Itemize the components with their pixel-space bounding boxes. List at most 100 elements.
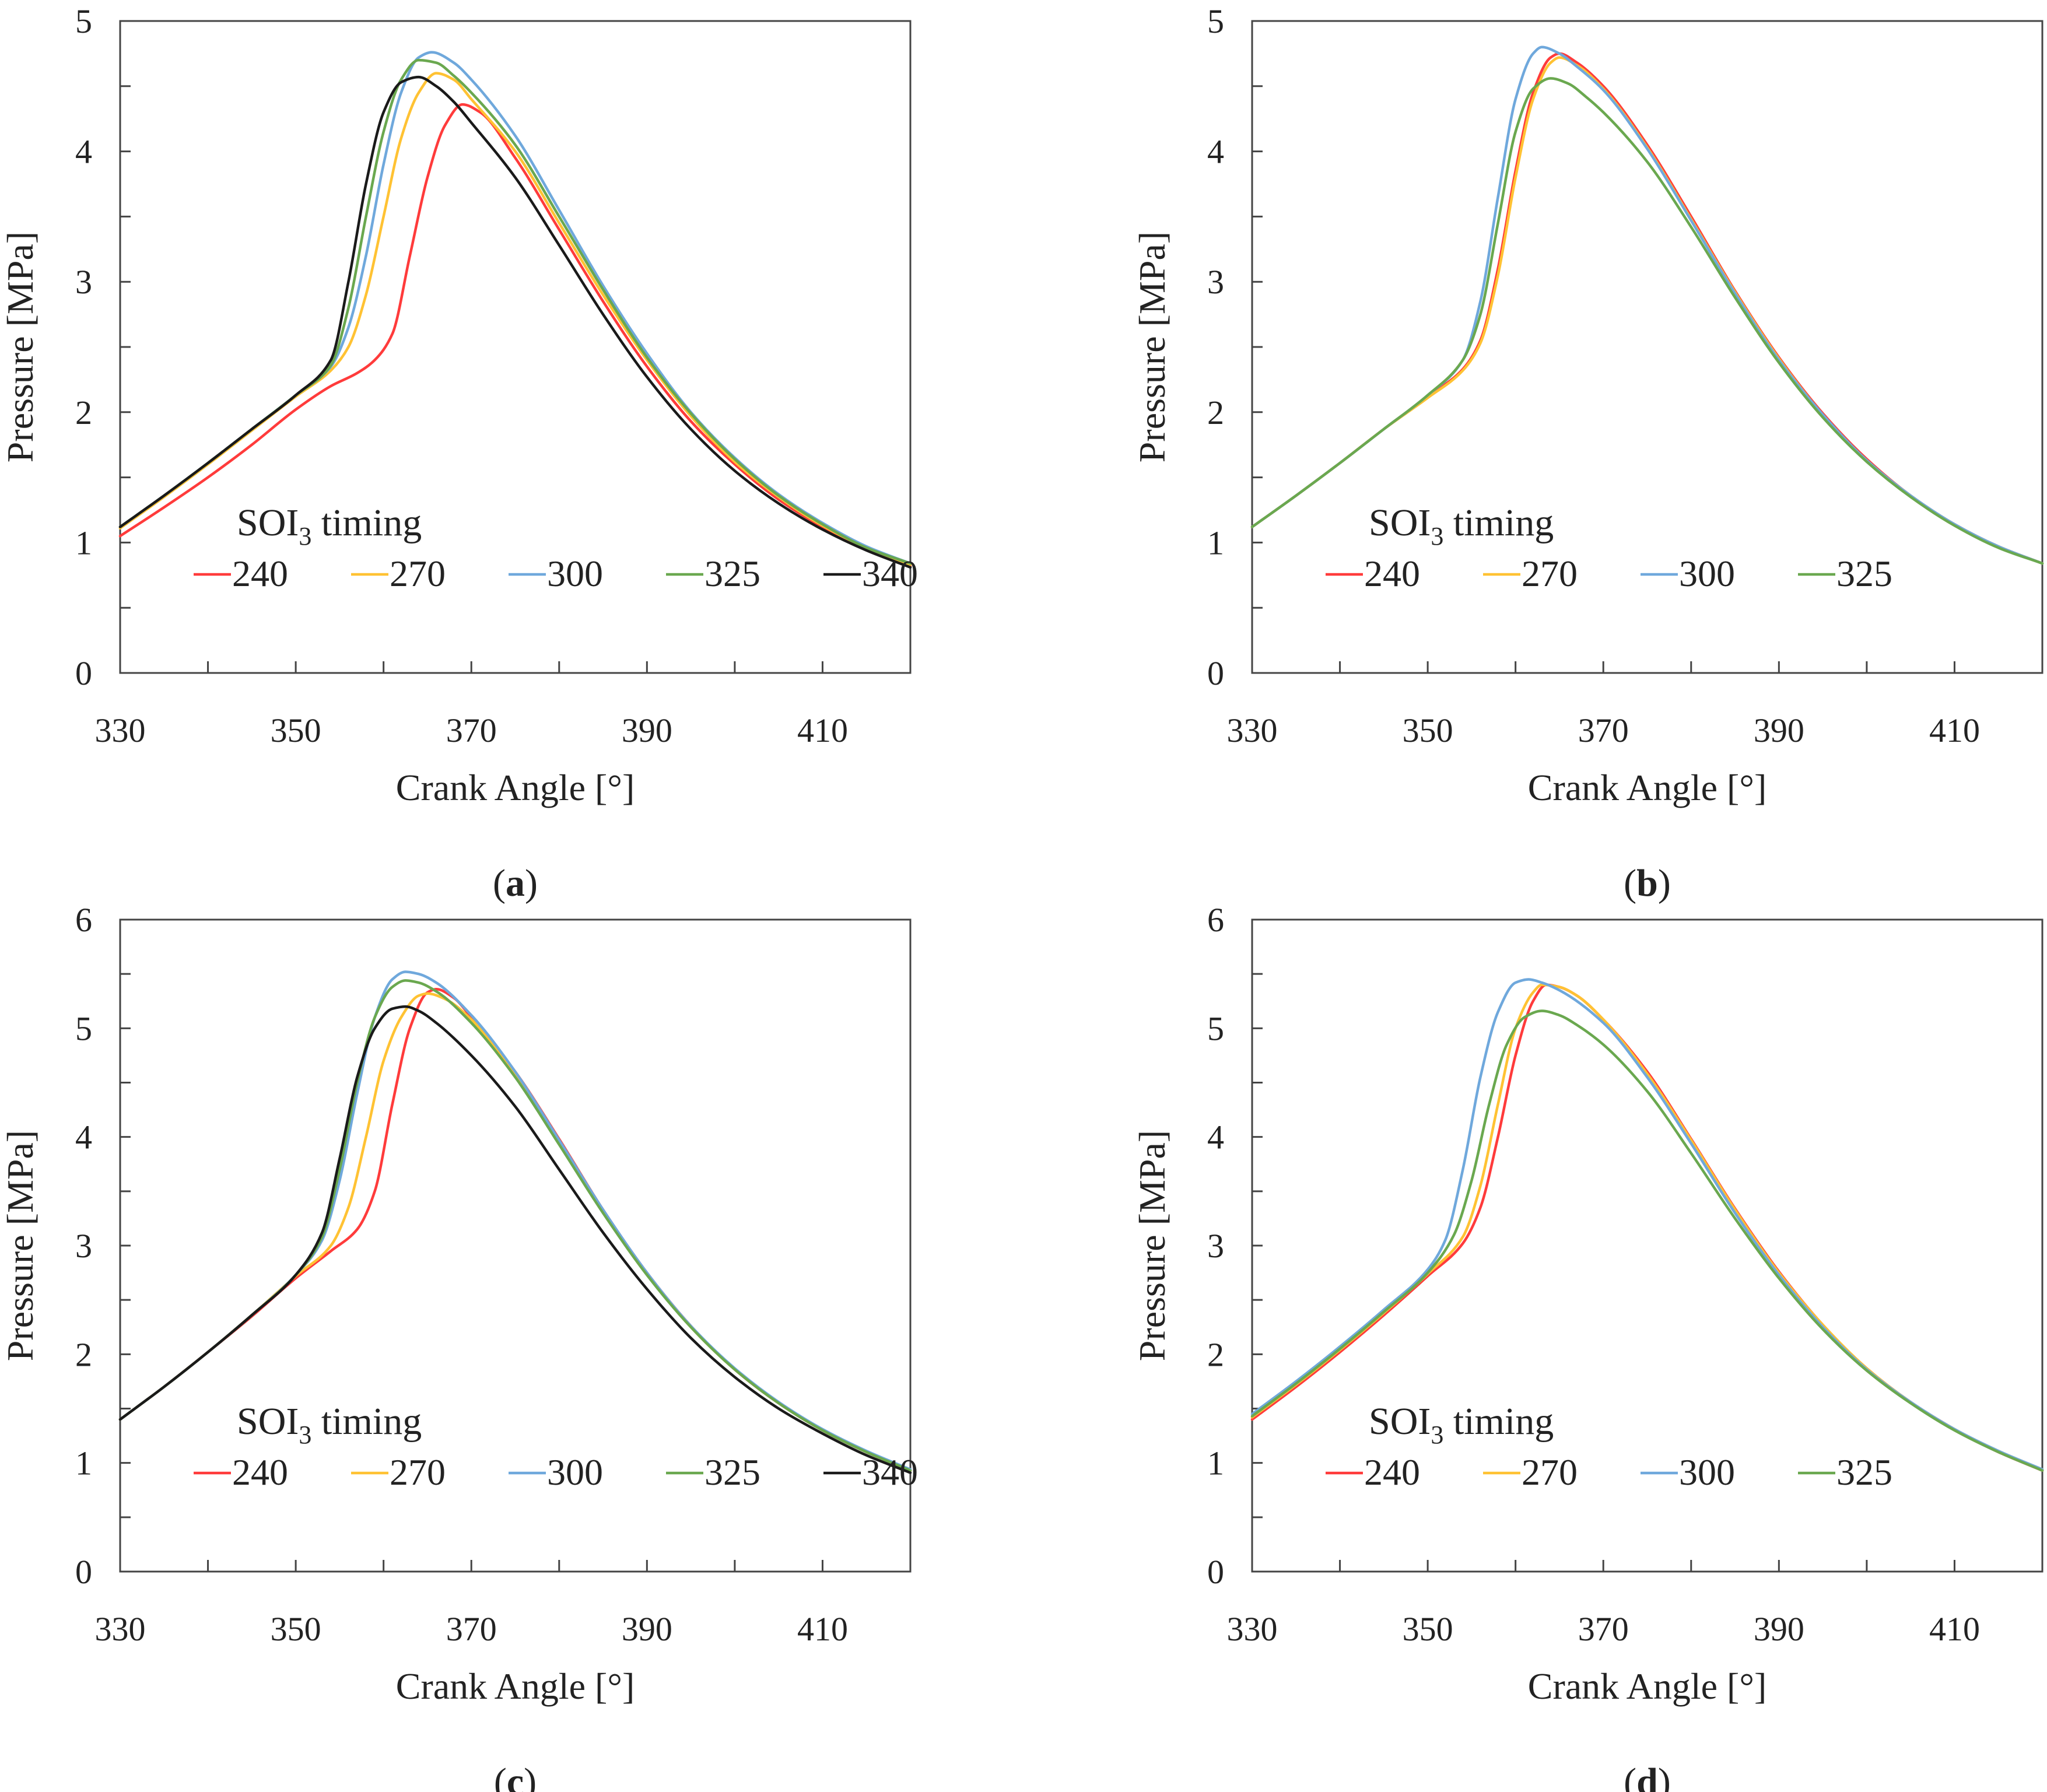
legend-label-c-300: 300 [547, 1451, 603, 1493]
series-line-c-300 [118, 970, 912, 1471]
x-tick-label-d: 370 [1578, 1610, 1629, 1648]
y-tick-label-c: 5 [75, 1009, 92, 1047]
x-tick-label-c: 330 [95, 1610, 146, 1648]
x-tick-label-d: 410 [1929, 1610, 1980, 1648]
x-axis-label-a: Crank Angle [°] [396, 767, 635, 808]
y-tick-label-c: 3 [75, 1227, 92, 1265]
legend-label-d-240: 240 [1364, 1451, 1420, 1493]
legend-title-d: SOI3 timing [1369, 1400, 1554, 1449]
legend-label-b-270: 270 [1522, 553, 1578, 594]
x-tick-label-c: 390 [622, 1610, 672, 1648]
y-axis-label-c: Pressure [MPa] [0, 1130, 41, 1361]
series-line-b-300 [1250, 45, 2044, 565]
series-line-a-300 [118, 51, 912, 565]
y-tick-label-c: 2 [75, 1335, 92, 1373]
legend-label-c-325: 325 [704, 1451, 760, 1493]
y-tick-label-b: 4 [1207, 133, 1224, 171]
x-tick-label-a: 390 [622, 711, 672, 749]
y-tick-label-d: 2 [1207, 1335, 1224, 1373]
series-line-c-325 [118, 979, 912, 1472]
series-line-d-325 [1250, 1009, 2044, 1472]
series-line-c-340 [118, 1005, 912, 1474]
y-tick-label-c: 1 [75, 1444, 92, 1482]
series-line-d-270 [1250, 983, 2044, 1471]
y-axis-label-d: Pressure [MPa] [1131, 1130, 1173, 1361]
x-tick-label-a: 370 [446, 711, 497, 749]
legend-label-a-300: 300 [547, 553, 603, 594]
x-tick-label-d: 350 [1403, 1610, 1453, 1648]
panel-label-c: (c) [494, 1761, 537, 1792]
panel-label-b: (b) [1624, 862, 1671, 904]
series-line-c-270 [118, 992, 912, 1472]
series-line-d-300 [1250, 978, 2044, 1471]
series-line-a-340 [118, 75, 912, 569]
x-axis-label-d: Crank Angle [°] [1528, 1665, 1767, 1707]
panel-label-d: (d) [1624, 1761, 1671, 1792]
legend-label-b-300: 300 [1679, 553, 1735, 594]
legend-label-d-300: 300 [1679, 1451, 1735, 1493]
x-tick-label-d: 390 [1754, 1610, 1804, 1648]
x-tick-label-c: 410 [797, 1610, 848, 1648]
y-tick-label-d: 1 [1207, 1444, 1224, 1482]
series-line-d-240 [1250, 983, 2044, 1472]
y-tick-label-d: 4 [1207, 1118, 1224, 1156]
panel-d: 330 350 370 390 410 0 1 2 3 4 5 6 Crank Angle [°] Pre… [1131, 901, 2044, 1792]
y-tick-label-a: 3 [75, 263, 92, 301]
series-line-b-240 [1250, 52, 2044, 565]
x-axis-label-b: Crank Angle [°] [1528, 767, 1767, 808]
y-axis-label-a: Pressure [MPa] [0, 232, 41, 462]
legend-title-a: SOI3 timing [237, 502, 422, 550]
y-tick-label-b: 0 [1207, 654, 1224, 692]
x-tick-label-a: 410 [797, 711, 848, 749]
legend-title-c: SOI3 timing [237, 1400, 422, 1449]
series-line-a-240 [118, 103, 912, 567]
legend-label-b-240: 240 [1364, 553, 1420, 594]
panel-label-a: (a) [493, 862, 538, 904]
x-tick-label-b: 350 [1403, 711, 1453, 749]
legend-title-b: SOI3 timing [1369, 502, 1554, 550]
y-tick-label-c: 4 [75, 1118, 92, 1156]
panel-c: 330 350 370 390 410 0 1 2 3 4 5 6 Crank Angle [°] Pre… [0, 901, 918, 1792]
x-tick-label-b: 370 [1578, 711, 1629, 749]
y-tick-label-d: 5 [1207, 1009, 1224, 1047]
y-tick-label-a: 4 [75, 133, 92, 171]
legend-label-d-270: 270 [1522, 1451, 1578, 1493]
y-tick-label-c: 6 [75, 901, 92, 939]
legend-label-a-270: 270 [390, 553, 446, 594]
x-tick-label-b: 410 [1929, 711, 1980, 749]
y-tick-label-c: 0 [75, 1553, 92, 1591]
y-tick-label-d: 0 [1207, 1553, 1224, 1591]
legend-label-b-325: 325 [1836, 553, 1892, 594]
series-line-b-325 [1250, 77, 2044, 565]
x-tick-label-c: 350 [271, 1610, 321, 1648]
x-tick-label-d: 330 [1227, 1610, 1278, 1648]
x-axis-label-c: Crank Angle [°] [396, 1665, 635, 1707]
y-tick-label-b: 2 [1207, 394, 1224, 432]
legend-label-a-325: 325 [704, 553, 760, 594]
legend-label-c-240: 240 [232, 1451, 288, 1493]
legend-label-c-270: 270 [390, 1451, 446, 1493]
series-line-c-240 [118, 988, 912, 1472]
y-tick-label-b: 3 [1207, 263, 1224, 301]
panel-b: 330 350 370 390 410 0 1 2 3 4 5 Crank Angle [°] Pres… [1131, 2, 2044, 904]
legend-label-a-340: 340 [862, 553, 918, 594]
x-tick-label-b: 330 [1227, 711, 1278, 749]
y-tick-label-d: 6 [1207, 901, 1224, 939]
y-tick-label-a: 5 [75, 2, 92, 40]
legend-label-d-325: 325 [1836, 1451, 1892, 1493]
x-tick-label-c: 370 [446, 1610, 497, 1648]
y-tick-label-b: 5 [1207, 2, 1224, 40]
y-tick-label-b: 1 [1207, 524, 1224, 562]
x-tick-label-a: 350 [271, 711, 321, 749]
y-tick-label-a: 2 [75, 394, 92, 432]
series-line-b-270 [1250, 56, 2044, 565]
legend-label-a-240: 240 [232, 553, 288, 594]
y-axis-label-b: Pressure [MPa] [1131, 232, 1173, 462]
legend-label-c-340: 340 [862, 1451, 918, 1493]
y-tick-label-a: 1 [75, 524, 92, 562]
y-tick-label-d: 3 [1207, 1227, 1224, 1265]
x-tick-label-a: 330 [95, 711, 146, 749]
y-tick-label-a: 0 [75, 654, 92, 692]
x-tick-label-b: 390 [1754, 711, 1804, 749]
